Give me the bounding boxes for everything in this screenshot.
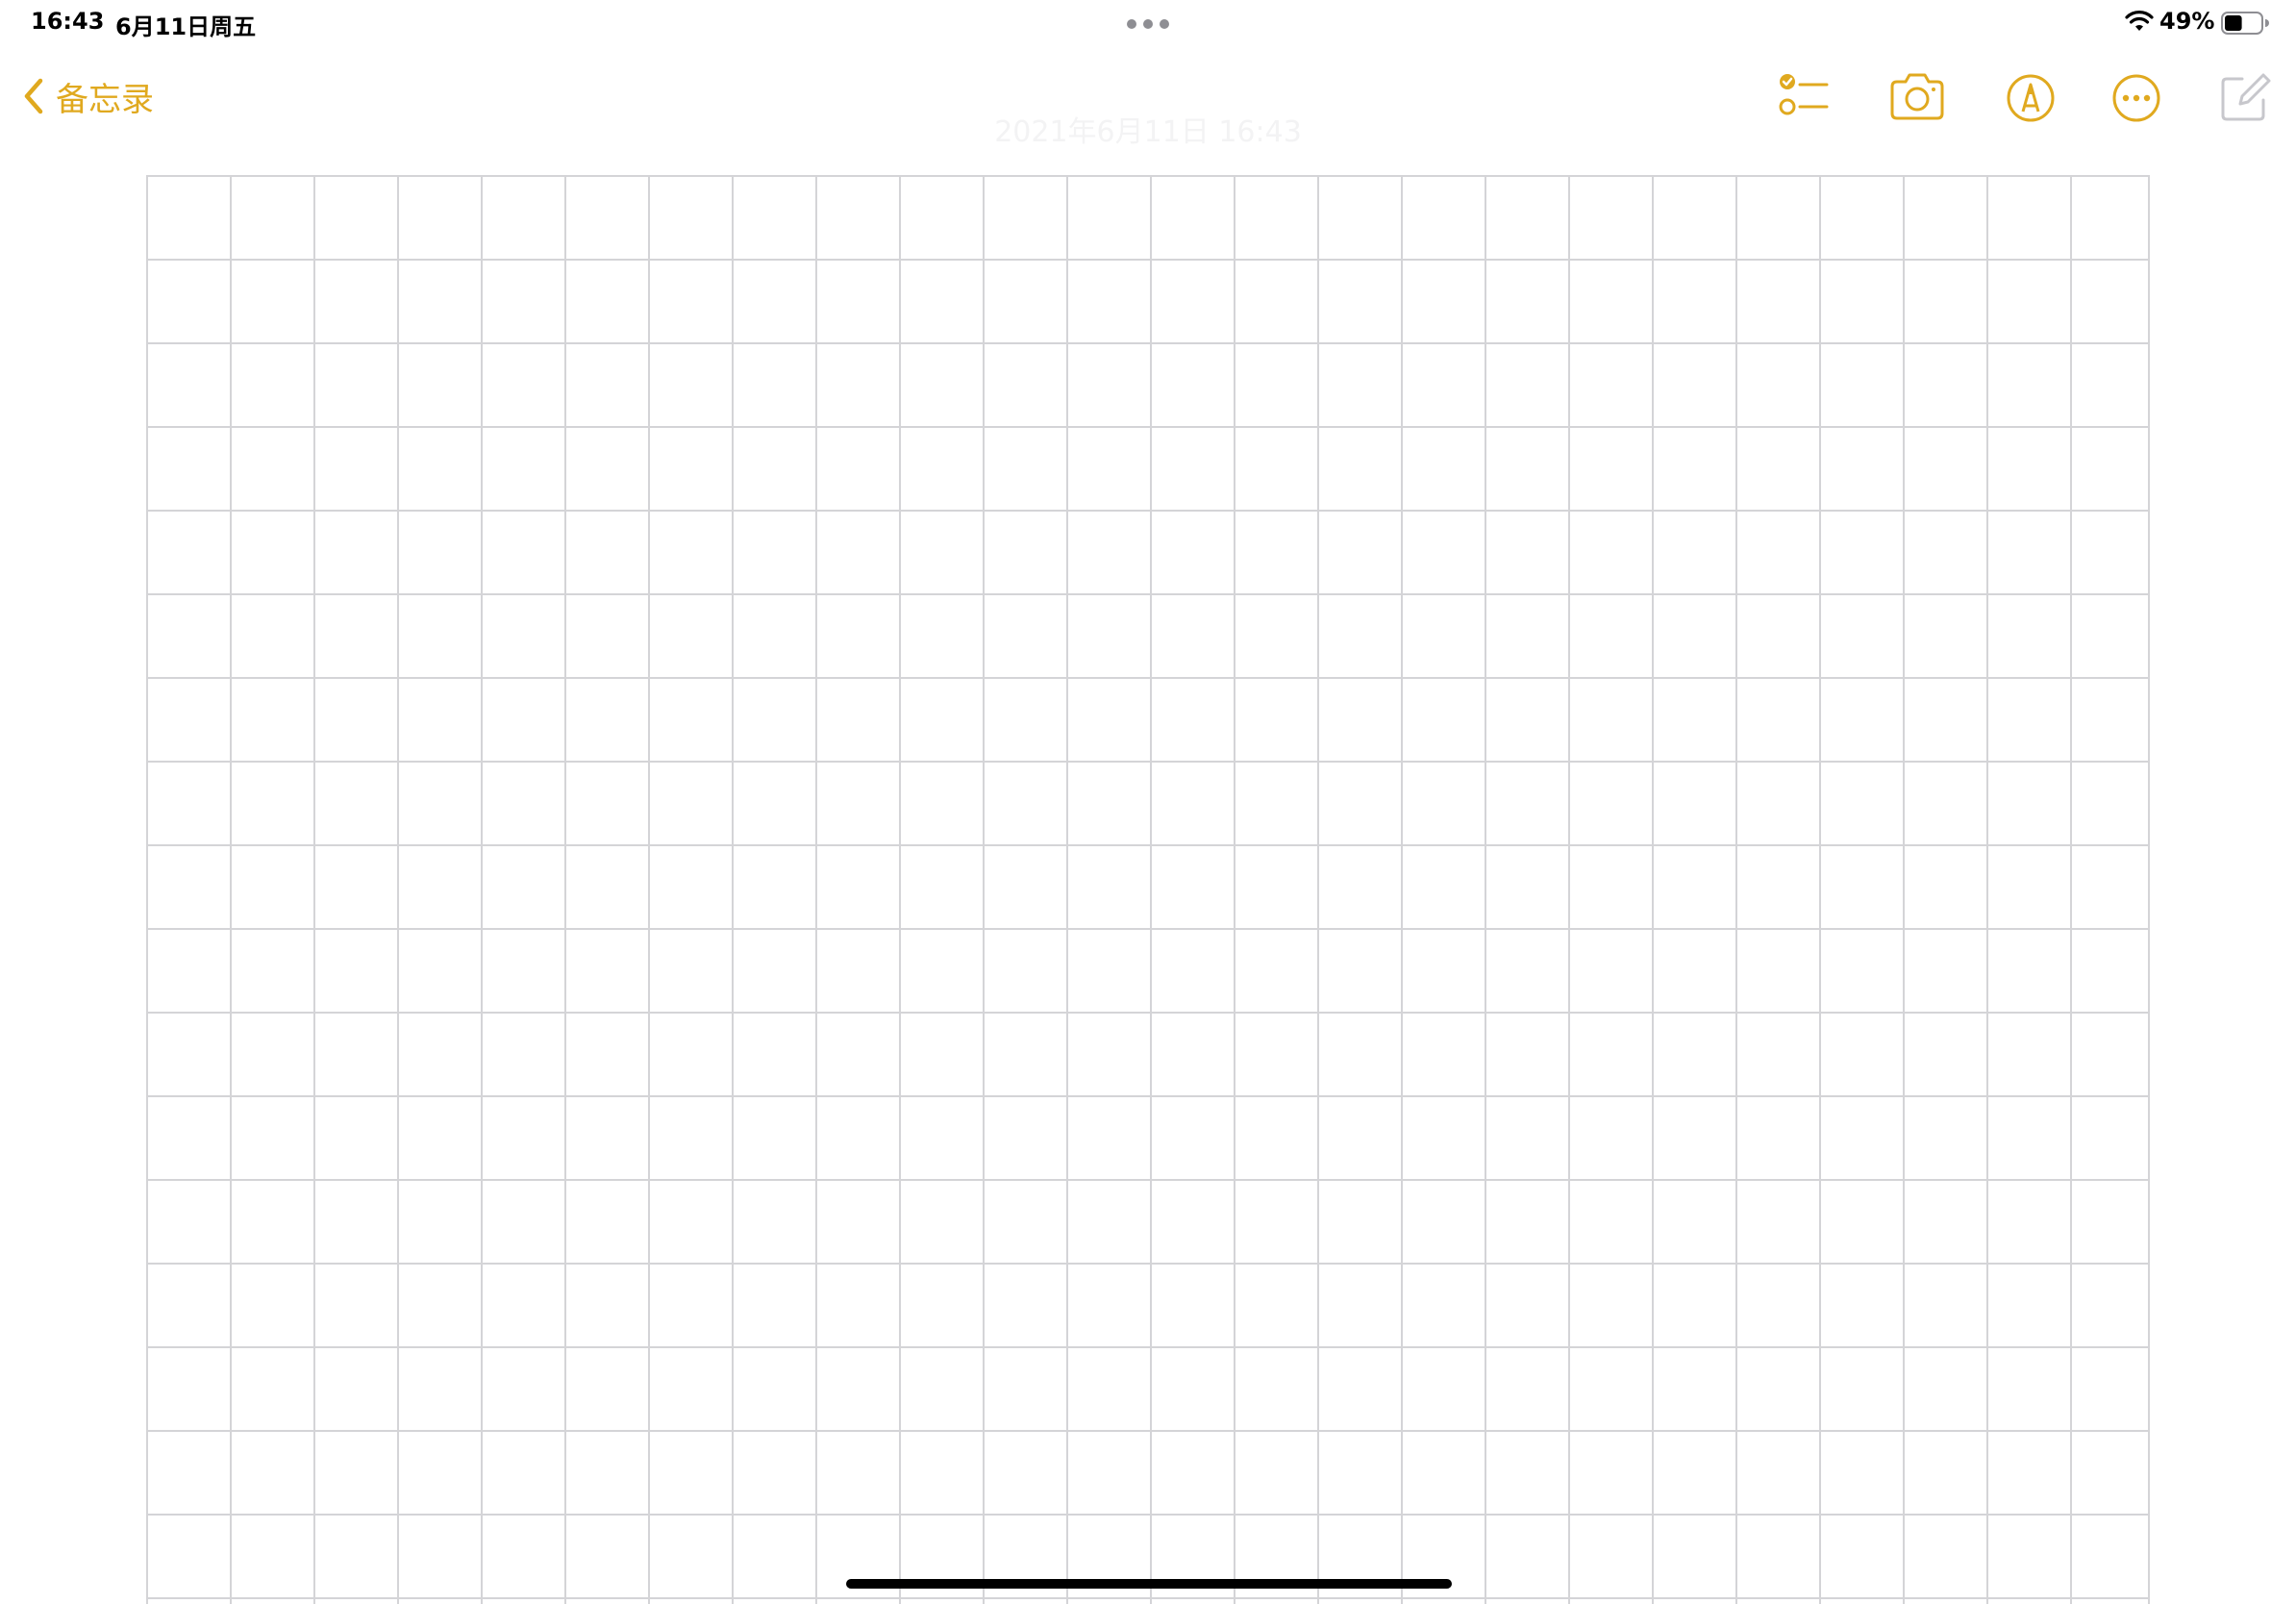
markup-button[interactable] [2000,67,2061,129]
status-date: 6月11日周五 [115,13,257,40]
camera-icon [1890,73,1944,120]
camera-button[interactable] [1886,67,1948,129]
home-indicator[interactable] [846,1579,1452,1589]
markup-pen-icon [2007,74,2055,122]
checklist-icon [1779,74,1829,115]
wifi-icon [2125,11,2154,31]
back-label: 备忘录 [56,80,154,119]
battery-icon [2221,12,2269,35]
more-options-button[interactable] [2106,67,2167,129]
battery-percent: 49% [2159,8,2215,35]
status-bar: 16:43 6月11日周五 49% [0,0,2296,48]
chevron-left-icon [24,78,43,114]
back-button[interactable]: 备忘录 [19,71,154,121]
compose-button[interactable] [2213,67,2275,129]
more-options-icon [2112,74,2160,122]
multitask-dots-icon[interactable] [1127,19,1169,29]
checklist-button[interactable] [1773,67,1834,129]
grid-paper-canvas[interactable] [146,175,2150,1604]
note-date-header: 2021年6月11日 16:43 [994,115,1302,149]
status-time: 16:43 [31,8,105,35]
compose-icon [2221,73,2271,121]
